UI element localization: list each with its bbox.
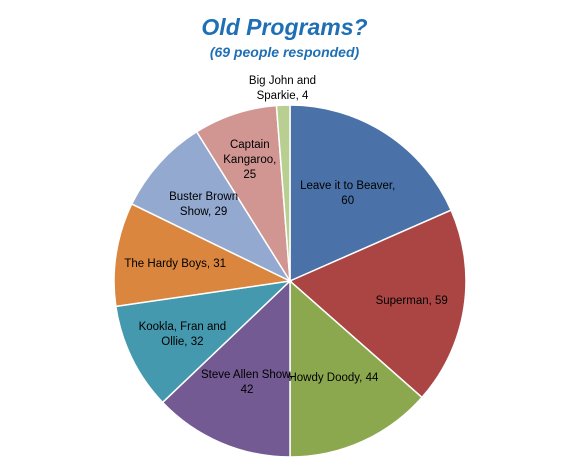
data-label-leave-it-to-beaver: Leave it to Beaver, 60 xyxy=(300,180,395,207)
chart-subtitle: (69 people responded) xyxy=(209,44,360,60)
data-label-steve-allen-show: Steve Allen Show, 42 xyxy=(201,369,293,396)
pie-slice-kookla-fran-and-ollie[interactable] xyxy=(114,279,293,404)
pie-slice-superman[interactable] xyxy=(288,209,467,399)
data-label-captain-kangaroo: Captain Kangaroo, 25 xyxy=(223,139,276,181)
pie-slice-leave-it-to-beaver[interactable] xyxy=(289,104,453,283)
data-label-buster-brown-show: Buster Brown Show, 29 xyxy=(169,191,238,218)
data-label-big-john-and-sparkie: Big John and Sparkie, 4 xyxy=(249,75,316,102)
pie-slice-the-hardy-boys[interactable] xyxy=(113,202,293,308)
pie-slice-steve-allen-show[interactable] xyxy=(161,279,291,458)
data-label-kookla-fran-and-ollie: Kookla, Fran and Ollie, 32 xyxy=(139,321,227,348)
pie-slice-howdy-doody[interactable] xyxy=(289,279,424,458)
data-label-howdy-doody: Howdy Doody, 44 xyxy=(288,372,379,384)
pie-slice-big-john-and-sparkie[interactable] xyxy=(275,104,291,282)
pie-slice-buster-brown-show[interactable] xyxy=(130,130,293,283)
data-label-the-hardy-boys: The Hardy Boys, 31 xyxy=(124,258,226,270)
data-label-superman: Superman, 59 xyxy=(376,295,448,307)
chart-title: Old Programs? xyxy=(201,14,368,40)
